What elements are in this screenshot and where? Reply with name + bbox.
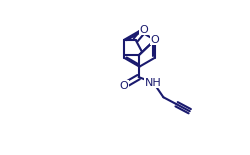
Text: O: O bbox=[139, 25, 148, 35]
Text: NH: NH bbox=[144, 78, 161, 88]
Text: O: O bbox=[150, 35, 159, 45]
Text: O: O bbox=[119, 81, 128, 91]
